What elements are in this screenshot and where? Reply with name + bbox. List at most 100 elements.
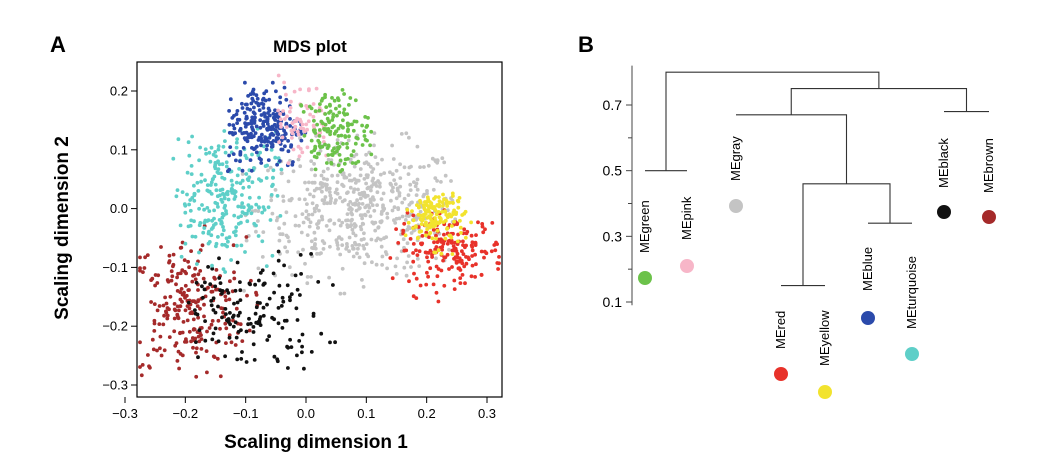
- point-green: [317, 144, 322, 148]
- point-gray: [325, 201, 330, 206]
- point-brown: [187, 329, 192, 334]
- point-gray: [409, 201, 413, 205]
- point-gray: [398, 176, 403, 181]
- point-red: [466, 255, 470, 260]
- point-gray: [430, 156, 435, 161]
- point-red: [480, 222, 485, 226]
- point-gray: [337, 235, 342, 240]
- point-green: [352, 119, 357, 124]
- point-black: [216, 339, 221, 344]
- point-turquoise: [178, 223, 183, 228]
- point-green: [336, 134, 341, 138]
- point-gray: [358, 196, 363, 201]
- point-red: [436, 267, 441, 271]
- point-blue: [231, 152, 236, 157]
- point-gray: [322, 241, 327, 246]
- point-gray: [293, 214, 298, 219]
- point-black: [203, 338, 208, 343]
- point-black: [210, 337, 215, 342]
- point-gray: [425, 191, 429, 196]
- point-gray: [369, 237, 374, 242]
- point-brown: [167, 307, 171, 312]
- point-gray: [325, 177, 329, 182]
- point-blue: [235, 117, 240, 122]
- point-black: [280, 326, 285, 330]
- point-red: [411, 294, 416, 299]
- point-black: [295, 318, 300, 322]
- point-black: [300, 350, 304, 355]
- point-turquoise: [220, 232, 225, 237]
- point-yellow: [441, 192, 445, 197]
- point-green: [323, 142, 327, 147]
- point-gray: [334, 187, 339, 192]
- point-pink: [296, 144, 301, 149]
- point-gray: [376, 179, 380, 183]
- point-red: [415, 253, 420, 257]
- point-black: [272, 317, 276, 322]
- point-blue: [250, 96, 255, 101]
- point-black: [235, 357, 240, 362]
- point-gray: [290, 273, 294, 277]
- point-black: [213, 326, 218, 331]
- point-gray: [370, 260, 374, 265]
- point-gray: [361, 285, 366, 289]
- point-red: [424, 250, 429, 255]
- point-green: [317, 108, 322, 113]
- point-gray: [402, 165, 407, 170]
- point-red: [460, 249, 464, 254]
- point-green: [323, 112, 328, 116]
- point-blue: [234, 158, 238, 163]
- point-green: [339, 133, 344, 138]
- point-black: [265, 302, 269, 307]
- point-turquoise: [226, 239, 230, 244]
- point-gray: [347, 178, 352, 183]
- point-blue: [265, 143, 269, 148]
- point-blue: [275, 132, 280, 136]
- x-tick-label: 0.0: [297, 406, 315, 421]
- point-black: [285, 344, 289, 349]
- point-gray: [355, 251, 359, 256]
- point-red: [440, 247, 444, 252]
- point-brown: [198, 306, 202, 311]
- point-gray: [364, 242, 369, 247]
- point-blue: [299, 138, 304, 143]
- point-yellow: [435, 228, 440, 233]
- point-blue: [245, 136, 250, 140]
- point-gray: [406, 214, 411, 219]
- point-blue: [227, 122, 232, 127]
- point-gray: [379, 220, 383, 225]
- point-turquoise: [188, 223, 193, 228]
- point-gray: [390, 143, 394, 148]
- point-red: [458, 281, 463, 285]
- point-gray: [345, 242, 349, 246]
- point-blue: [265, 115, 270, 120]
- point-turquoise: [223, 243, 227, 247]
- dendrogram-branch: [665, 71, 880, 171]
- point-red: [402, 221, 407, 226]
- point-red: [470, 248, 475, 253]
- point-turquoise: [206, 189, 211, 194]
- point-green: [330, 118, 335, 122]
- point-gray: [304, 209, 309, 214]
- point-green: [309, 150, 314, 154]
- point-turquoise: [262, 144, 266, 149]
- point-gray: [327, 228, 332, 233]
- point-gray: [253, 208, 258, 213]
- point-turquoise: [266, 205, 271, 210]
- point-gray: [449, 179, 453, 183]
- point-brown: [232, 276, 237, 281]
- point-black: [294, 306, 299, 311]
- point-gray: [393, 264, 398, 269]
- point-yellow: [423, 233, 428, 238]
- point-black: [220, 289, 225, 293]
- point-brown: [138, 255, 142, 260]
- point-red: [469, 233, 474, 238]
- point-gray: [312, 162, 316, 166]
- point-turquoise: [179, 254, 184, 259]
- point-gray: [319, 173, 324, 178]
- point-brown: [177, 308, 181, 313]
- point-green: [348, 96, 353, 100]
- point-pink: [284, 125, 289, 129]
- point-turquoise: [198, 145, 203, 150]
- point-black: [309, 252, 313, 256]
